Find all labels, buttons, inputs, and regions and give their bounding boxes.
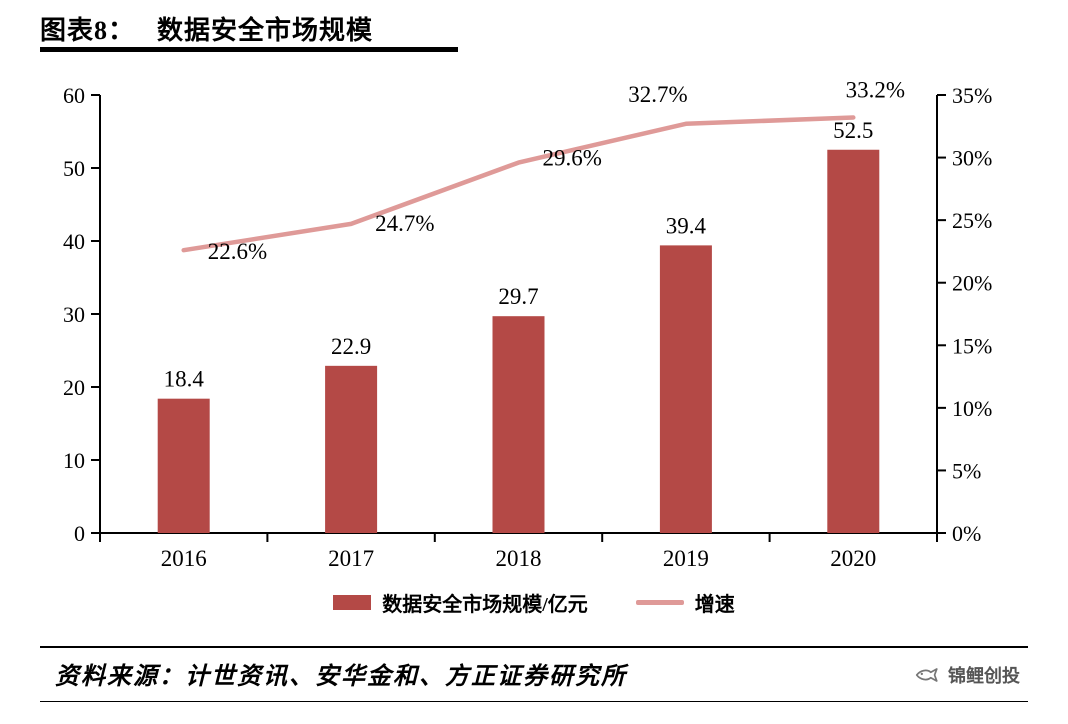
svg-text:33.2%: 33.2% bbox=[846, 78, 905, 103]
koi-fish-icon bbox=[912, 662, 942, 688]
legend-item-bar: 数据安全市场规模/亿元 bbox=[333, 588, 588, 617]
svg-text:2016: 2016 bbox=[161, 546, 207, 571]
svg-text:5%: 5% bbox=[952, 458, 981, 483]
svg-text:20%: 20% bbox=[952, 271, 992, 296]
svg-text:60: 60 bbox=[63, 83, 85, 108]
svg-text:29.6%: 29.6% bbox=[543, 146, 602, 171]
footer-top-rule bbox=[40, 646, 1028, 648]
chart-title-text: 数据安全市场规模 bbox=[157, 16, 374, 45]
svg-text:35%: 35% bbox=[952, 83, 992, 108]
legend-line-label: 增速 bbox=[694, 594, 735, 616]
svg-text:25%: 25% bbox=[952, 208, 992, 233]
svg-text:39.4: 39.4 bbox=[666, 213, 707, 238]
svg-text:50: 50 bbox=[63, 156, 85, 181]
svg-text:29.7: 29.7 bbox=[498, 284, 538, 309]
svg-text:0: 0 bbox=[74, 521, 85, 546]
svg-text:10: 10 bbox=[63, 448, 85, 473]
svg-text:52.5: 52.5 bbox=[833, 118, 873, 143]
chart-svg: 0 10 20 30 40 50 60 0% 5% 10% 15% 20% 25% 30% 35% 2016 2… bbox=[63, 78, 992, 571]
title-underline bbox=[40, 47, 458, 52]
svg-text:30: 30 bbox=[63, 302, 85, 327]
svg-text:22.6%: 22.6% bbox=[208, 239, 267, 264]
chart-title: 图表8： 数据安全市场规模 bbox=[40, 10, 373, 47]
svg-text:18.4: 18.4 bbox=[164, 367, 205, 392]
legend-item-line: 增速 bbox=[635, 588, 735, 617]
svg-text:24.7%: 24.7% bbox=[375, 211, 434, 236]
brand-logo-text: 锦鲤创投 bbox=[948, 666, 1020, 686]
svg-text:20: 20 bbox=[63, 375, 85, 400]
svg-text:22.9: 22.9 bbox=[331, 334, 371, 359]
svg-text:2018: 2018 bbox=[496, 546, 542, 571]
svg-text:2017: 2017 bbox=[328, 546, 374, 571]
line-series-swatch bbox=[635, 600, 684, 605]
svg-text:0%: 0% bbox=[952, 521, 981, 546]
svg-text:32.7%: 32.7% bbox=[628, 82, 687, 107]
svg-text:10%: 10% bbox=[952, 396, 992, 421]
legend-bar-label: 数据安全市场规模/亿元 bbox=[382, 594, 588, 616]
svg-text:30%: 30% bbox=[952, 146, 992, 171]
footer-bottom-rule bbox=[40, 701, 1028, 702]
chart-title-prefix: 图表8： bbox=[40, 16, 136, 45]
bar-series-swatch bbox=[333, 595, 372, 610]
svg-text:15%: 15% bbox=[952, 333, 992, 358]
svg-text:2019: 2019 bbox=[663, 546, 709, 571]
svg-text:2020: 2020 bbox=[830, 546, 876, 571]
brand-logo: 锦鲤创投 bbox=[912, 662, 1020, 688]
chart-legend: 数据安全市场规模/亿元 增速 bbox=[0, 588, 1068, 617]
source-text: 资料来源：计世资讯、安华金和、方正证券研究所 bbox=[55, 664, 627, 690]
svg-text:40: 40 bbox=[63, 229, 85, 254]
